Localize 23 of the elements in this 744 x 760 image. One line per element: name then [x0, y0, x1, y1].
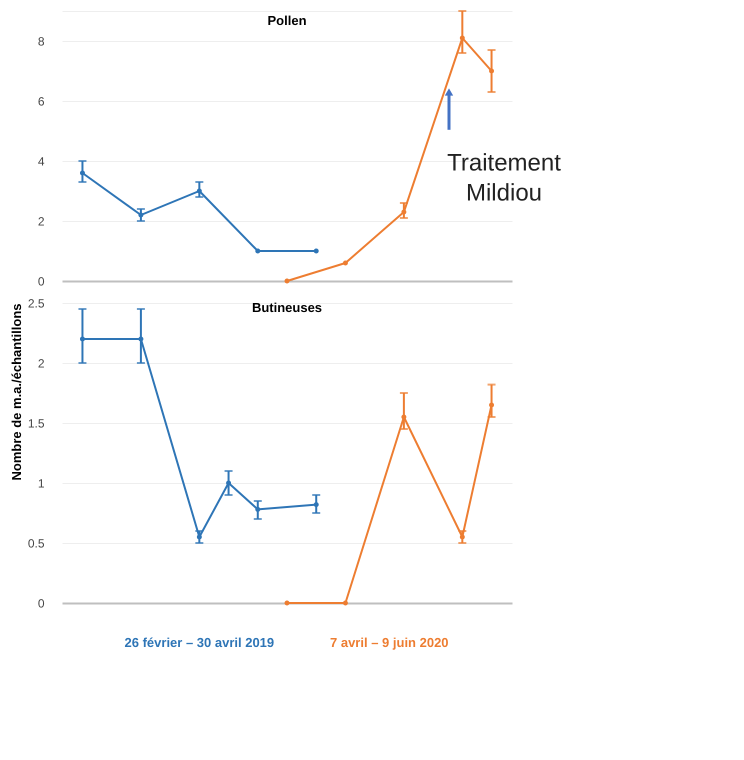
y-tick-label: 0.5 — [28, 536, 45, 550]
point — [255, 248, 260, 254]
annotation: Traitement Mildiou — [447, 149, 562, 206]
y-tick-label: 2 — [38, 214, 45, 228]
text: 26 février – 30 avril 2019 — [124, 635, 274, 650]
chart-title: Butineuses — [252, 300, 322, 315]
y-tick-label: 4 — [38, 154, 45, 168]
chart-title: Pollen — [267, 13, 307, 28]
point — [342, 260, 348, 266]
point — [284, 600, 290, 606]
y-tick-label: 1 — [38, 476, 45, 490]
y-tick-label: 0 — [38, 596, 45, 610]
y-tick-label: 8 — [38, 34, 45, 48]
y-tick-label: 2.5 — [28, 296, 45, 310]
y-tick-label: 6 — [38, 94, 45, 108]
y-tick-label: 0 — [38, 274, 45, 288]
point — [342, 600, 348, 606]
y-axis-title: Nombre de m.a./échantillons — [8, 304, 24, 480]
point — [284, 278, 290, 284]
text: 7 avril – 9 juin 2020 — [330, 635, 449, 650]
point — [314, 248, 319, 254]
y-tick-label: 1.5 — [28, 416, 45, 430]
y-tick-label: 2 — [38, 356, 45, 370]
